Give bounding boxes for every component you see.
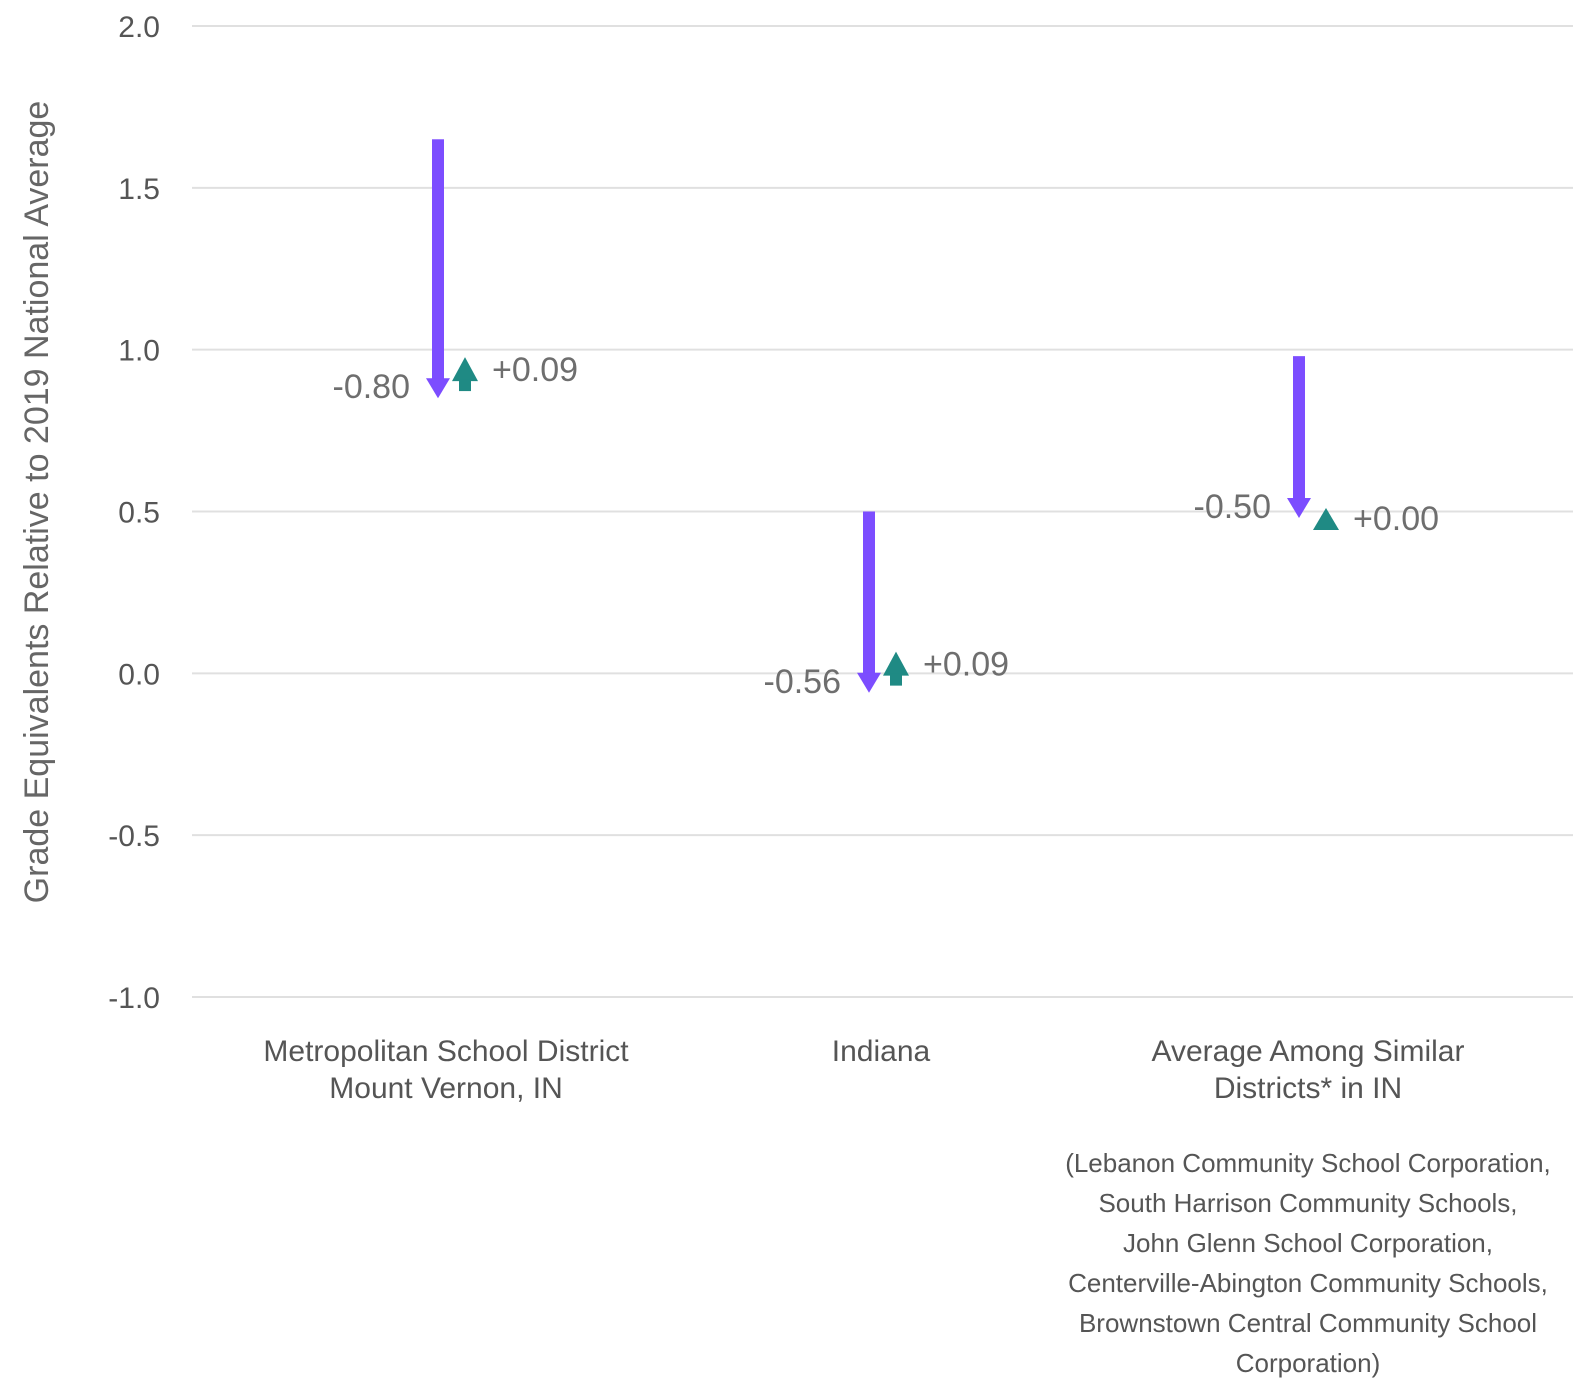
category-label: Mount Vernon, IN: [329, 1072, 562, 1105]
recovery-value-label: +0.09: [923, 646, 1009, 684]
category-note: (Lebanon Community School Corporation,: [1065, 1148, 1551, 1178]
category-label: Districts* in IN: [1214, 1072, 1402, 1105]
category-note: John Glenn School Corporation,: [1123, 1228, 1493, 1258]
recovery-arrow-shaft: [890, 673, 902, 686]
decline-arrow-head: [857, 672, 881, 693]
y-axis-label: Grade Equivalents Relative to 2019 Natio…: [18, 101, 56, 904]
decline-value-label: -0.80: [333, 368, 411, 406]
category-note: Corporation): [1236, 1348, 1381, 1378]
decline-arrow-head: [426, 378, 450, 399]
y-tick-label: -0.5: [108, 820, 160, 853]
category-label: Average Among Similar: [1152, 1035, 1465, 1068]
y-tick-label: 2.0: [118, 11, 160, 44]
category-note: South Harrison Community Schools,: [1098, 1188, 1517, 1218]
chart-marks: -0.80 +0.09 -0.56 +0.09 -0.50 +0.00: [333, 139, 1439, 701]
y-tick-label: 0.0: [118, 658, 160, 691]
category-label: Metropolitan School District: [263, 1035, 629, 1068]
decline-arrow-shaft: [863, 511, 875, 675]
x-axis-categories: Metropolitan School District Mount Vernon…: [263, 1035, 1550, 1378]
grid-lines: [192, 25, 1573, 998]
y-tick-label: 1.5: [118, 173, 160, 206]
recovery-marker: [1313, 507, 1339, 530]
category-note: Brownstown Central Community School: [1079, 1308, 1537, 1338]
decline-arrow-shaft: [1293, 356, 1305, 500]
y-tick-label: 0.5: [118, 497, 160, 530]
decline-arrow-shaft: [432, 139, 444, 381]
decline-value-label: -0.50: [1194, 488, 1272, 526]
y-tick-label: -1.0: [108, 982, 160, 1015]
recovery-value-label: +0.00: [1353, 500, 1439, 538]
recovery-arrow-head: [452, 357, 478, 382]
decline-value-label: -0.56: [764, 663, 842, 701]
recovery-value-label: +0.09: [492, 351, 578, 389]
category-label: Indiana: [832, 1035, 931, 1068]
y-tick-label: 1.0: [118, 335, 160, 368]
recovery-arrow-head: [883, 651, 909, 676]
recovery-arrow-shaft: [459, 379, 471, 392]
category-note: Centerville-Abington Community Schools,: [1068, 1268, 1548, 1298]
y-axis-ticks: 2.0 1.5 1.0 0.5 0.0 -0.5 -1.0: [108, 11, 160, 1015]
decline-arrow-head: [1287, 497, 1311, 518]
